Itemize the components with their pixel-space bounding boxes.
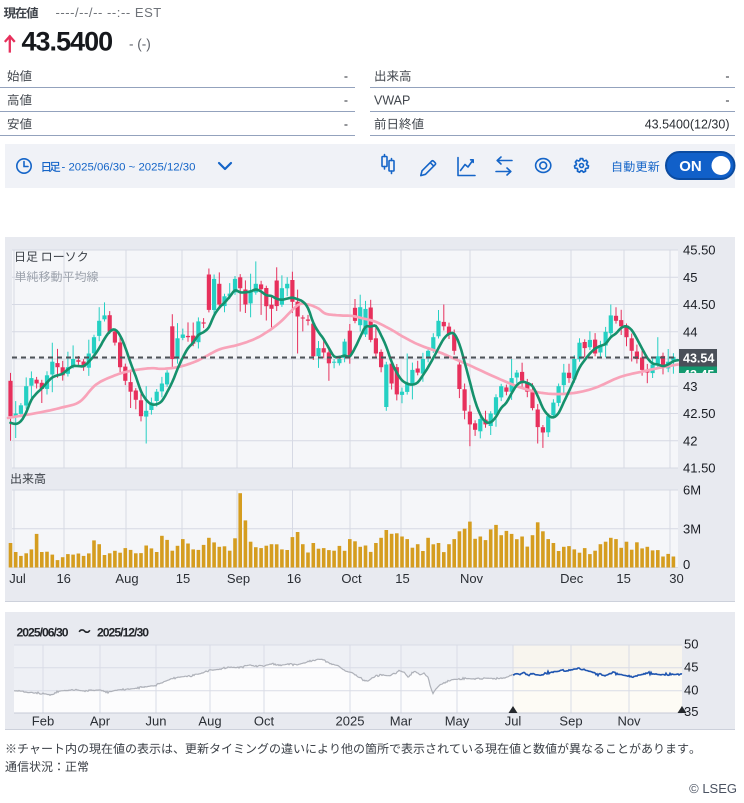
svg-text:-: - bbox=[344, 118, 348, 132]
svg-text:----/--/-- --:-- EST: ----/--/-- --:-- EST bbox=[56, 5, 162, 20]
svg-text:40: 40 bbox=[684, 682, 698, 697]
svg-text:Jul: Jul bbox=[9, 571, 26, 586]
svg-text:- (-): - (-) bbox=[129, 37, 151, 52]
svg-text:VWAP: VWAP bbox=[374, 94, 410, 108]
svg-text:Oct: Oct bbox=[341, 571, 362, 586]
svg-text:ON: ON bbox=[679, 158, 702, 175]
svg-text:Sep: Sep bbox=[559, 714, 582, 729]
svg-text:45.50: 45.50 bbox=[683, 243, 716, 258]
svg-text:43.5400: 43.5400 bbox=[22, 27, 113, 57]
svg-text:43.54: 43.54 bbox=[683, 352, 714, 366]
svg-text:15: 15 bbox=[616, 571, 630, 586]
svg-text:Oct: Oct bbox=[254, 714, 275, 729]
svg-text:15: 15 bbox=[395, 571, 409, 586]
svg-text:Aug: Aug bbox=[198, 714, 221, 729]
svg-text:-: - bbox=[725, 94, 729, 108]
svg-text:May: May bbox=[445, 714, 470, 729]
svg-text:43: 43 bbox=[683, 379, 697, 394]
svg-text:Apr: Apr bbox=[90, 714, 111, 729]
svg-text:15: 15 bbox=[176, 571, 190, 586]
svg-text:Jun: Jun bbox=[146, 714, 167, 729]
svg-text:0: 0 bbox=[683, 557, 690, 572]
svg-text:2025/12/30: 2025/12/30 bbox=[97, 626, 149, 640]
svg-text:-: - bbox=[725, 70, 729, 84]
svg-text:Jul: Jul bbox=[505, 714, 522, 729]
svg-text:Mar: Mar bbox=[390, 714, 413, 729]
svg-text:45: 45 bbox=[683, 270, 697, 285]
svg-text:2025: 2025 bbox=[336, 714, 365, 729]
svg-text:43.5400(12/30): 43.5400(12/30) bbox=[645, 118, 730, 132]
svg-text:Sep: Sep bbox=[227, 571, 250, 586]
svg-text:45: 45 bbox=[684, 660, 698, 675]
svg-text:16: 16 bbox=[56, 571, 70, 586]
svg-text:41.50: 41.50 bbox=[683, 461, 716, 476]
svg-text:35: 35 bbox=[684, 704, 698, 719]
svg-text:-: - bbox=[344, 70, 348, 84]
svg-text:Nov: Nov bbox=[460, 571, 484, 586]
svg-text:Nov: Nov bbox=[617, 714, 641, 729]
svg-text:6M: 6M bbox=[683, 483, 701, 498]
svg-text:42.50: 42.50 bbox=[683, 406, 716, 421]
svg-text:44.50: 44.50 bbox=[683, 297, 716, 312]
svg-text:50: 50 bbox=[684, 637, 698, 652]
svg-text:42: 42 bbox=[683, 433, 697, 448]
svg-text:- 2025/06/30 ~ 2025/12/30: - 2025/06/30 ~ 2025/12/30 bbox=[62, 162, 196, 174]
svg-text:43.45: 43.45 bbox=[683, 368, 714, 382]
svg-text:44: 44 bbox=[683, 324, 697, 339]
svg-text:-: - bbox=[344, 94, 348, 108]
svg-text:Dec: Dec bbox=[560, 571, 584, 586]
svg-text:2025/06/30: 2025/06/30 bbox=[17, 626, 69, 640]
svg-text:Aug: Aug bbox=[115, 571, 138, 586]
svg-text:16: 16 bbox=[287, 571, 301, 586]
svg-text:30: 30 bbox=[669, 571, 683, 586]
svg-text:© LSEG: © LSEG bbox=[689, 781, 737, 796]
svg-text:Feb: Feb bbox=[32, 714, 54, 729]
svg-text:3M: 3M bbox=[683, 521, 701, 536]
